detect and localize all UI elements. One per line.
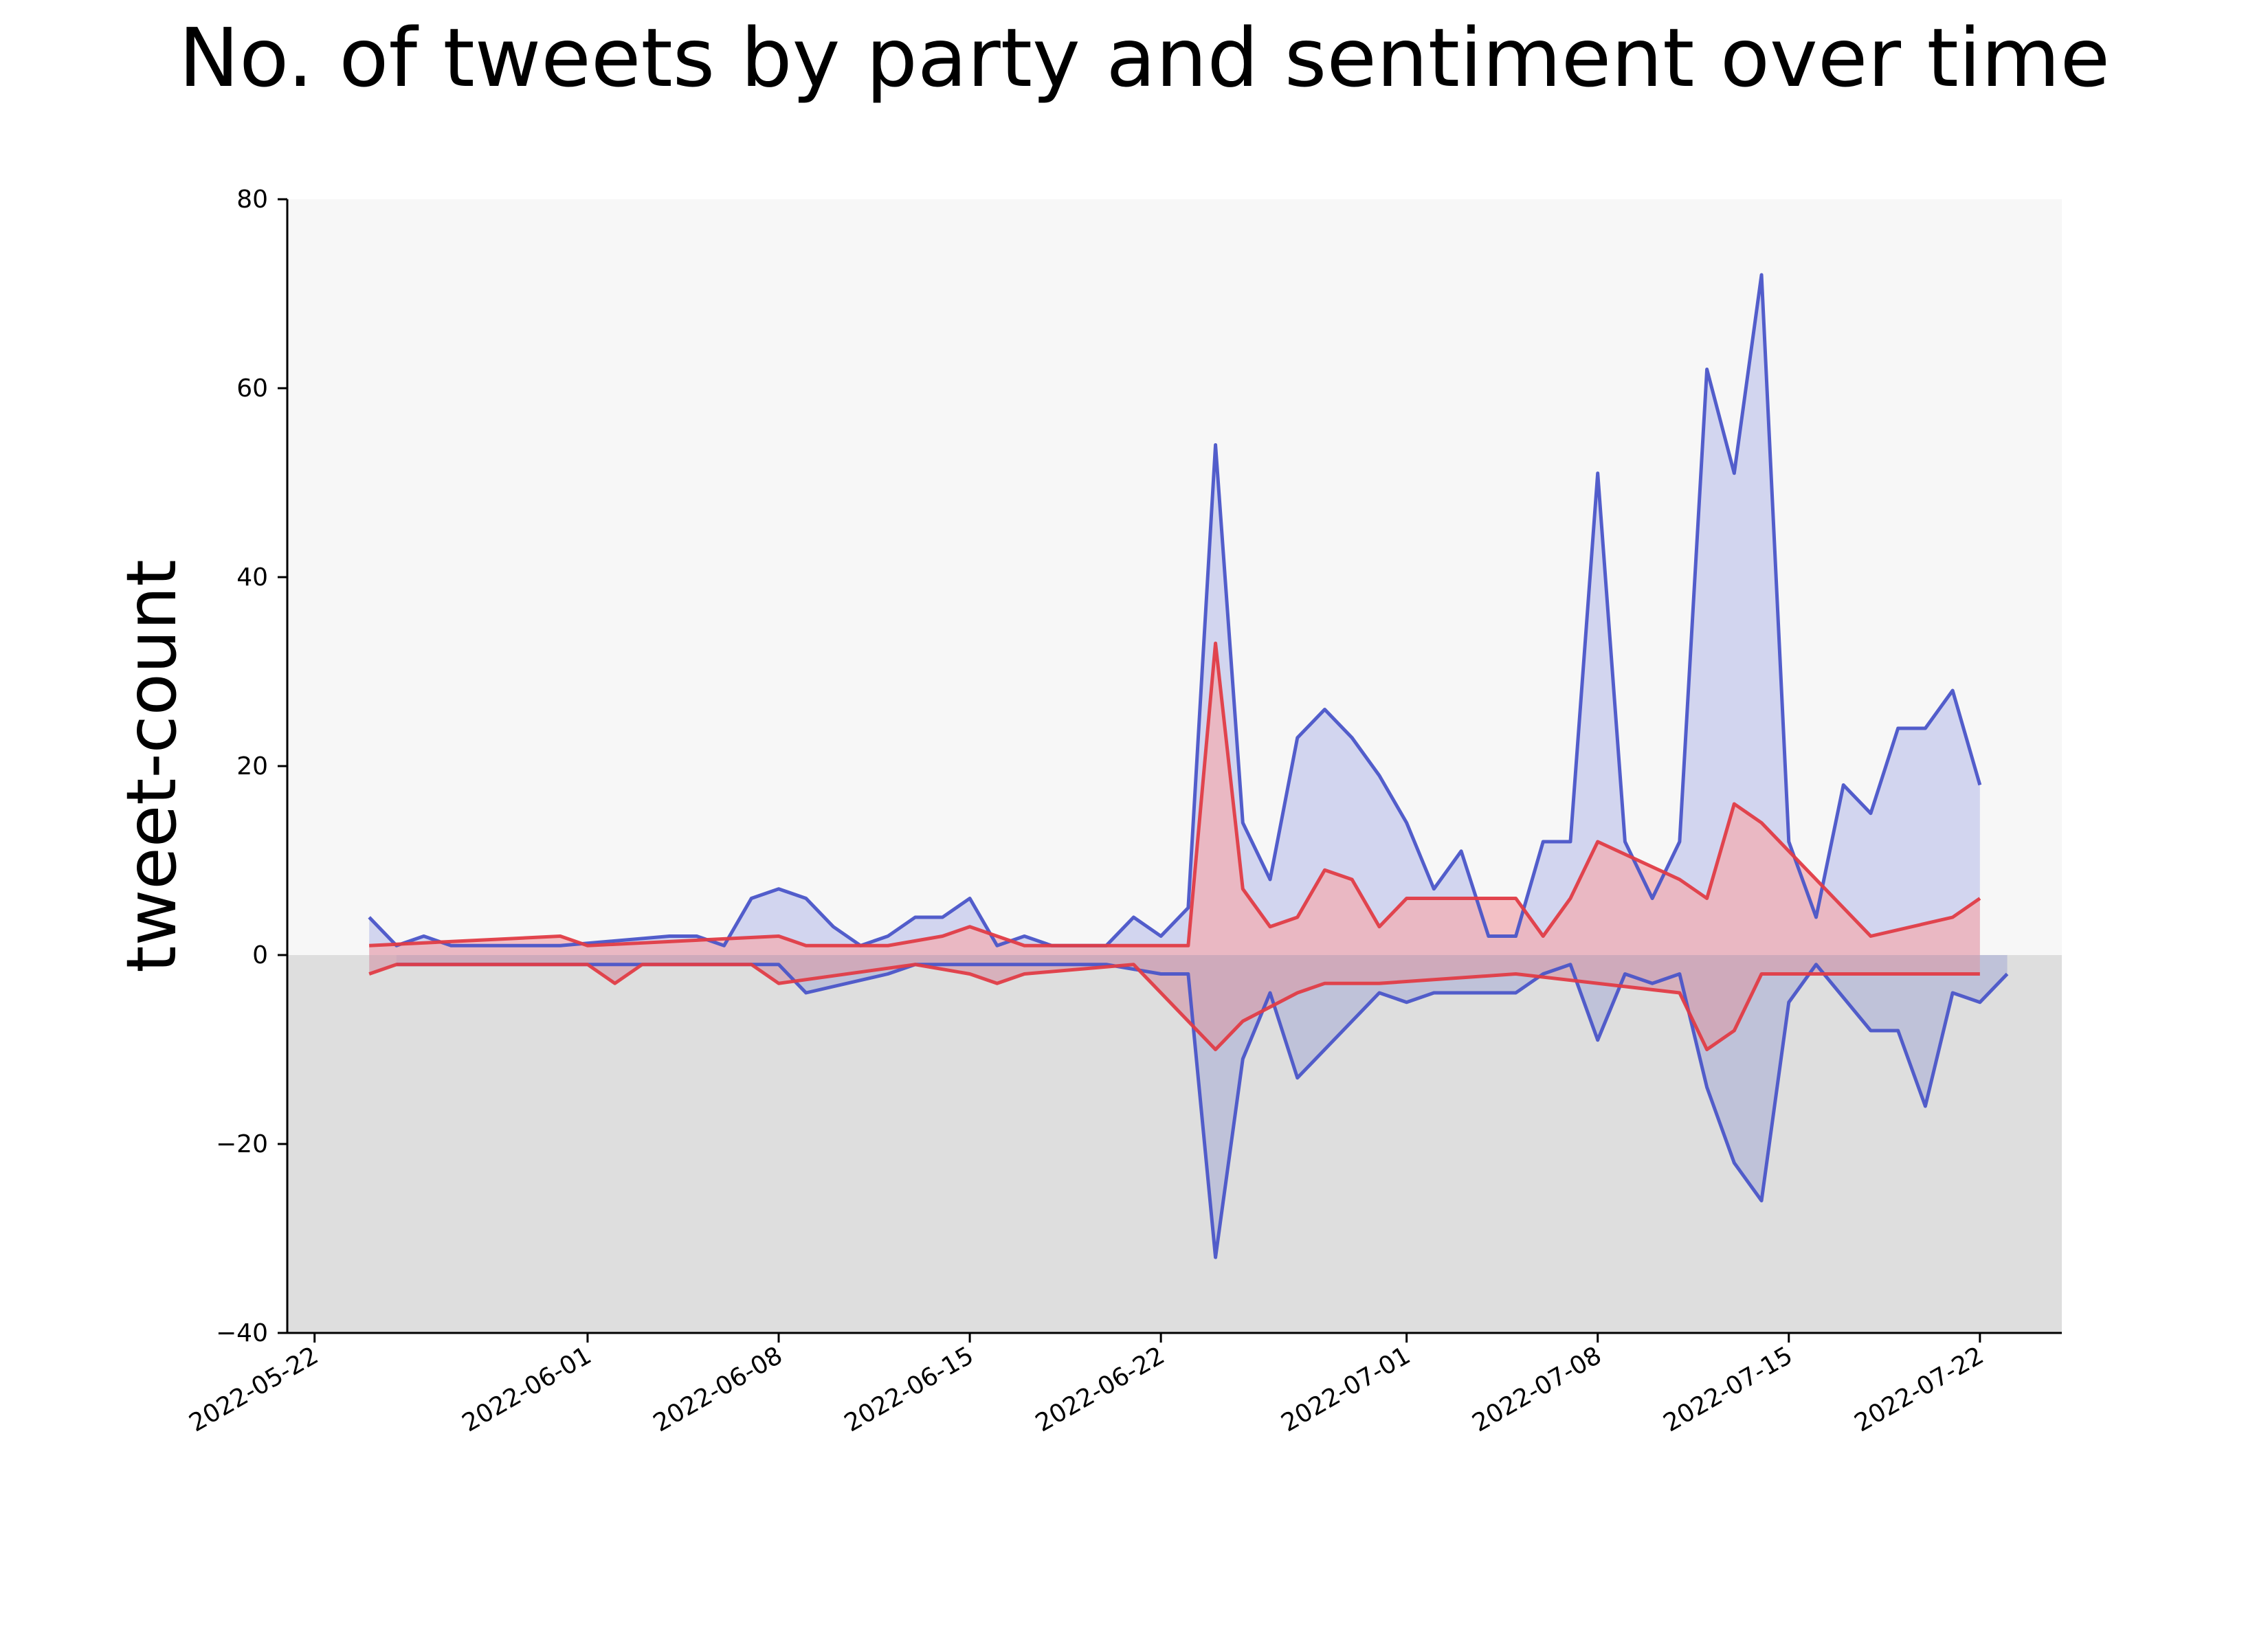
y-tick-label: 40 <box>236 563 268 592</box>
negative-background <box>287 955 2062 1333</box>
x-tick-label: 2022-07-01 <box>1276 1341 1415 1437</box>
y-axis-label: tweet-count <box>111 559 192 972</box>
y-tick-label: 20 <box>236 752 268 781</box>
x-tick-label: 2022-07-15 <box>1659 1341 1798 1437</box>
x-tick-label: 2022-06-08 <box>649 1341 788 1437</box>
x-tick-label: 2022-06-22 <box>1031 1341 1170 1437</box>
x-tick-label: 2022-06-01 <box>458 1341 597 1437</box>
y-tick-label: 80 <box>236 186 268 214</box>
chart-title: No. of tweets by party and sentiment ove… <box>179 10 2110 105</box>
x-tick-label: 2022-07-22 <box>1850 1341 1989 1437</box>
x-tick-label: 2022-05-22 <box>185 1341 324 1437</box>
x-tick-label: 2022-07-08 <box>1468 1341 1607 1437</box>
y-tick-label: 0 <box>252 941 268 969</box>
x-tick-label: 2022-06-15 <box>840 1341 979 1437</box>
y-tick-label: 60 <box>236 374 268 403</box>
y-tick-label: −40 <box>216 1319 268 1347</box>
positive-background <box>287 199 2062 955</box>
plot-area: −40 −20 0 20 40 60 80 2022-05-22 2022-06-01 2022-… <box>185 186 2062 1437</box>
y-tick-label: −20 <box>216 1130 268 1158</box>
